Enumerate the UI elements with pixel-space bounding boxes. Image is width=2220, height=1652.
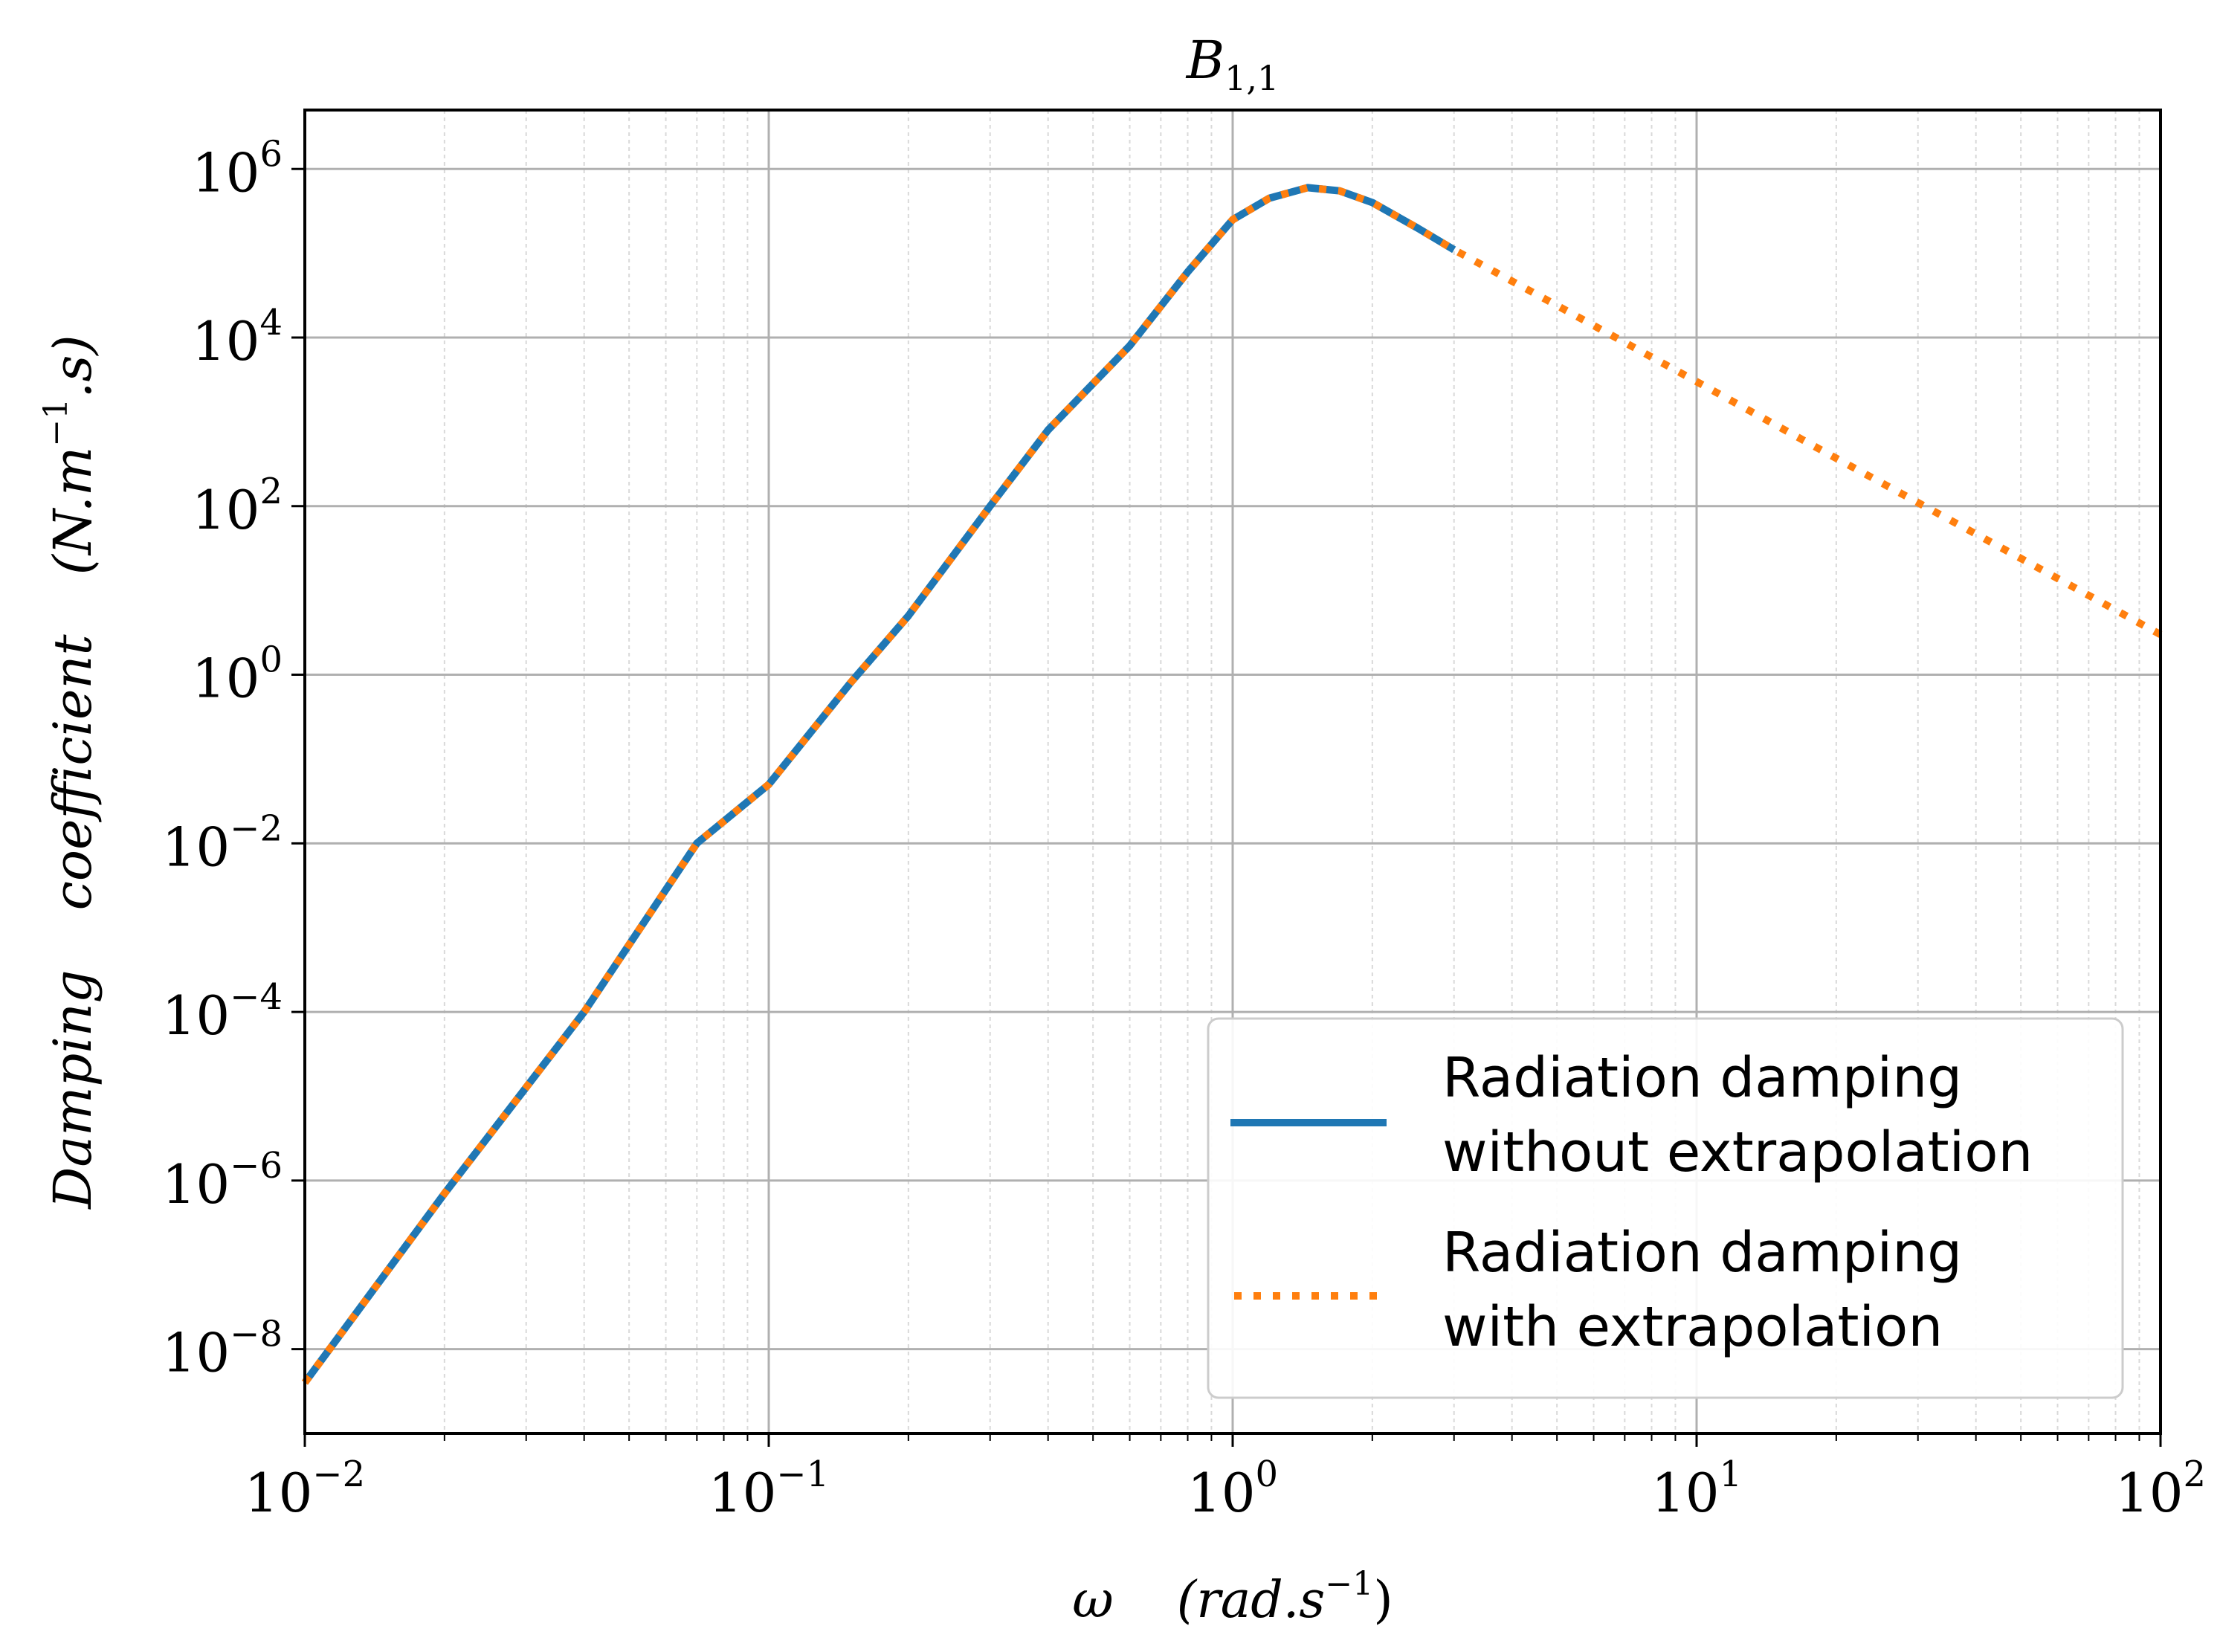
legend-box (1207, 1017, 2124, 1399)
y-axis-units: (N.m−1.s) (37, 335, 103, 575)
x-axis-units-close: ) (1373, 1571, 1393, 1630)
x-tick-labels: 10−2 10−1 100 101 102 (245, 1453, 2206, 1524)
y-tick-label: 10−8 (162, 1314, 283, 1384)
y-tick-label-base: 10 (162, 1322, 230, 1384)
y-tick-label-exponent: −8 (230, 1314, 283, 1355)
y-axis-label: Damping coefficient (N.m−1.s) (37, 335, 103, 1210)
legend-label-without-extrapolation: Radiation damping without extrapolation (1442, 1046, 2033, 1184)
x-tick-label-base: 10 (1187, 1462, 1256, 1524)
y-axis-units-sup: −1 (37, 399, 75, 447)
y-tick-label-exponent: 0 (259, 639, 283, 681)
x-tick-label: 102 (2115, 1453, 2206, 1524)
legend-label-with-line-1: Radiation damping (1442, 1221, 1962, 1285)
legend: Radiation damping without extrapolation … (1207, 1017, 2124, 1399)
y-tick-label: 10−4 (162, 976, 283, 1047)
y-tick-label-exponent: −4 (230, 976, 283, 1018)
y-tick-label: 100 (192, 639, 283, 710)
legend-label-with-line-2: with extrapolation (1442, 1295, 1943, 1359)
x-axis-units-sup: −1 (1325, 1565, 1373, 1603)
series-line-with-extrapolation (301, 184, 2163, 1385)
x-tick-label-base: 10 (1651, 1462, 1720, 1524)
y-tick-label-exponent: −6 (230, 1145, 283, 1187)
y-tick-label-exponent: 6 (259, 133, 283, 175)
x-tick-label-exponent: 0 (1256, 1453, 1279, 1495)
y-tick-label-exponent: 2 (259, 471, 283, 512)
legend-label-without-line-1: Radiation damping (1442, 1046, 1962, 1110)
x-tick-marks (303, 1433, 2162, 1447)
legend-label-without-line-2: without extrapolation (1442, 1120, 2033, 1184)
x-tick-label: 10−2 (245, 1453, 365, 1524)
y-axis-word-damping: Damping (42, 969, 103, 1210)
x-axis-symbol: ω (1072, 1571, 1113, 1630)
x-axis-units-open: (rad.s (1177, 1571, 1326, 1630)
y-tick-label-base: 10 (192, 648, 260, 710)
x-tick-label: 100 (1187, 1453, 1278, 1524)
y-tick-label-base: 10 (192, 479, 260, 541)
y-tick-label-base: 10 (192, 310, 260, 372)
x-axis-units: (rad.s−1) (1177, 1565, 1393, 1630)
y-axis-word-coefficient: coefficient (42, 634, 103, 911)
legend-label-with-extrapolation: Radiation damping with extrapolation (1442, 1221, 1980, 1359)
x-tick-label: 10−1 (709, 1453, 829, 1524)
x-tick-label-exponent: 2 (2184, 1453, 2207, 1495)
y-tick-label: 106 (192, 133, 283, 204)
x-tick-label-base: 10 (245, 1462, 313, 1524)
y-axis-units-open: (N.m (42, 447, 103, 575)
y-tick-label-base: 10 (162, 984, 230, 1047)
x-tick-label: 101 (1651, 1453, 1742, 1524)
chart-title: B1,1 (1185, 30, 1280, 98)
x-tick-label-exponent: 1 (1720, 1453, 1743, 1495)
y-tick-label-exponent: 4 (259, 302, 283, 343)
y-tick-label-base: 10 (162, 1153, 230, 1216)
y-tick-label: 10−2 (162, 807, 283, 878)
chart-title-subscript: 1,1 (1224, 58, 1279, 98)
y-tick-marks (291, 167, 305, 1351)
y-tick-label-base: 10 (192, 141, 260, 204)
y-tick-label: 102 (192, 471, 283, 541)
x-tick-label-base: 10 (2115, 1462, 2184, 1524)
y-tick-label-base: 10 (162, 816, 230, 878)
y-tick-label: 104 (192, 302, 283, 372)
series-layer (301, 184, 2163, 1385)
y-tick-label-exponent: −2 (230, 807, 283, 849)
y-tick-label: 10−6 (162, 1145, 283, 1216)
x-tick-label-exponent: −1 (776, 1453, 829, 1495)
x-tick-label-exponent: −2 (312, 1453, 365, 1495)
y-axis-units-close: .s) (42, 335, 103, 398)
x-axis-label: ω (rad.s−1) (1072, 1565, 1393, 1630)
chart-title-base: B (1185, 30, 1224, 91)
x-tick-label-base: 10 (709, 1462, 777, 1524)
